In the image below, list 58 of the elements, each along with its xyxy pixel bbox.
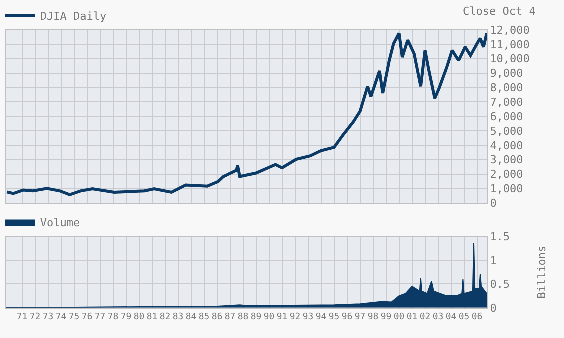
x-tick-label: 86 bbox=[212, 312, 223, 323]
x-tick-label: 84 bbox=[186, 312, 197, 323]
x-tick-label: 78 bbox=[108, 312, 119, 323]
x-tick-label: 73 bbox=[42, 312, 54, 323]
x-tick-label: 02 bbox=[420, 312, 431, 323]
y-tick-label: 0.5 bbox=[490, 278, 510, 292]
x-tick-label: 77 bbox=[94, 312, 106, 323]
y-tick-label: 7,000 bbox=[490, 96, 524, 110]
legend-label: Volume bbox=[40, 216, 80, 230]
y-tick-label: 0 bbox=[490, 196, 497, 210]
y-tick-label: 5,000 bbox=[490, 124, 524, 138]
x-tick-label: 06 bbox=[472, 312, 483, 323]
y-tick-label: 10,000 bbox=[490, 52, 530, 66]
legend-label: DJIA Daily bbox=[40, 10, 107, 23]
x-tick-label: 95 bbox=[328, 312, 340, 323]
y-tick-label: 12,000 bbox=[490, 24, 530, 37]
y-tick-label: 0 bbox=[490, 302, 497, 315]
x-tick-label: 85 bbox=[198, 312, 210, 323]
y-tick-label: 11,000 bbox=[490, 38, 530, 52]
x-tick-label: 98 bbox=[368, 312, 379, 323]
y-tick-label: 2,000 bbox=[490, 168, 524, 182]
y-tick-label: 8,000 bbox=[490, 82, 524, 95]
x-tick-label: 79 bbox=[120, 312, 132, 323]
x-tick-label: 05 bbox=[458, 312, 470, 323]
y-tick-label: 3,000 bbox=[490, 154, 524, 167]
x-tick-label: 97 bbox=[354, 312, 366, 323]
x-tick-label: 81 bbox=[146, 312, 158, 323]
x-tick-label: 82 bbox=[160, 312, 171, 323]
x-tick-label: 72 bbox=[30, 312, 41, 323]
y-tick-label: 1 bbox=[490, 254, 497, 268]
x-tick-label: 71 bbox=[16, 312, 28, 323]
y-tick-label: 9,000 bbox=[490, 67, 524, 80]
x-tick-label: 04 bbox=[446, 312, 457, 323]
x-tick-label: 75 bbox=[68, 312, 80, 323]
line-series bbox=[6, 32, 487, 196]
x-tick-label: 74 bbox=[56, 312, 67, 323]
x-tick-label: 87 bbox=[224, 312, 236, 323]
x-tick-label: 94 bbox=[316, 312, 327, 323]
x-tick-label: 92 bbox=[290, 312, 301, 323]
x-tick-label: 88 bbox=[238, 312, 249, 323]
x-tick-label: 91 bbox=[276, 312, 288, 323]
y-tick-label: 4,000 bbox=[490, 139, 524, 152]
x-tick-label: 96 bbox=[342, 312, 353, 323]
x-tick-label: 90 bbox=[264, 312, 275, 323]
x-tick-label: 99 bbox=[380, 312, 392, 323]
x-tick-label: 00 bbox=[394, 312, 405, 323]
x-tick-label: 93 bbox=[302, 312, 314, 323]
text: Close Oct 4 bbox=[463, 5, 536, 18]
x-tick-label: 01 bbox=[406, 312, 418, 323]
x-tick-label: 03 bbox=[432, 312, 444, 323]
x-tick-label: 80 bbox=[134, 312, 145, 323]
y-tick-label: 1.5 bbox=[490, 230, 510, 244]
x-tick-label: 76 bbox=[82, 312, 93, 323]
y-tick-label: 1,000 bbox=[490, 182, 524, 196]
y-axis-title: Billions bbox=[535, 246, 548, 299]
x-tick-label: 89 bbox=[250, 312, 262, 323]
y-tick-label: 6,000 bbox=[490, 110, 524, 124]
x-tick-label: 83 bbox=[172, 312, 184, 323]
